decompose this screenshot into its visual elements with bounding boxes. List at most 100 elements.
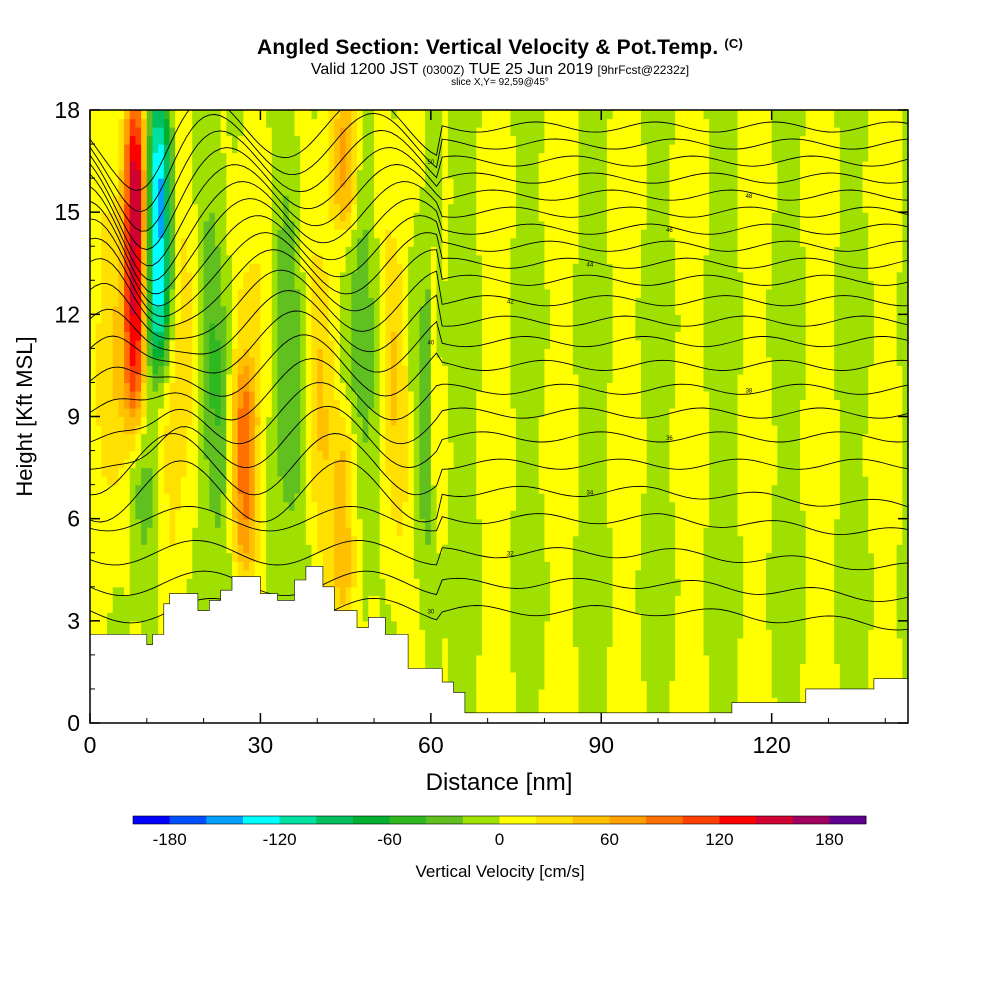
field-cell — [197, 459, 205, 469]
field-cell — [118, 356, 125, 367]
field-cell — [436, 407, 443, 418]
field-cell — [152, 561, 159, 571]
field-cell — [135, 152, 142, 162]
field-cell — [152, 595, 159, 605]
field-cell — [391, 237, 398, 247]
field-cell — [243, 484, 250, 494]
field-cell — [442, 348, 449, 358]
field-cell — [118, 127, 125, 137]
field-cell — [447, 637, 455, 647]
field-cell — [368, 561, 375, 571]
field-cell — [470, 169, 477, 179]
field-cell — [101, 535, 108, 545]
field-cell — [209, 373, 216, 384]
field-cell — [101, 578, 108, 588]
field-cell — [220, 237, 227, 247]
field-cell — [243, 229, 250, 239]
field-cell — [237, 305, 244, 315]
field-cell — [112, 365, 119, 375]
field-cell — [237, 407, 244, 418]
field-cell — [220, 552, 227, 562]
field-cell — [129, 229, 137, 239]
field-cell — [374, 161, 381, 171]
field-cell — [266, 561, 273, 571]
field-cell — [476, 663, 483, 673]
field-cell — [339, 297, 347, 307]
field-cell — [356, 127, 364, 137]
field-cell — [374, 407, 381, 418]
field-cell — [300, 493, 307, 503]
field-cell — [141, 612, 148, 622]
field-cell — [385, 476, 392, 486]
field-cell — [101, 518, 108, 528]
field-cell — [374, 365, 381, 375]
field-cell — [374, 586, 381, 596]
field-cell — [169, 152, 176, 162]
field-cell — [186, 237, 193, 247]
field-cell — [90, 365, 97, 375]
field-cell — [232, 305, 239, 315]
field-cell — [277, 535, 284, 545]
field-cell — [459, 629, 466, 639]
field-cell — [243, 152, 250, 162]
field-cell — [249, 195, 256, 205]
field-cell — [470, 135, 477, 145]
field-cell — [135, 305, 142, 315]
field-cell — [124, 450, 131, 460]
field-cell — [266, 144, 273, 154]
field-cell — [169, 382, 176, 392]
field-cell — [101, 586, 108, 596]
field-cell — [107, 629, 114, 639]
field-cell — [146, 356, 154, 367]
field-cell — [447, 663, 455, 673]
field-cell — [317, 484, 324, 494]
field-cell — [351, 365, 358, 375]
field-cell — [254, 246, 262, 256]
field-cell — [118, 459, 125, 469]
field-cell — [249, 416, 256, 426]
field-cell — [368, 161, 375, 171]
field-cell — [95, 561, 102, 571]
field-cell — [419, 271, 426, 281]
field-cell — [277, 552, 284, 562]
field-cell — [129, 144, 137, 154]
field-cell — [334, 476, 341, 486]
field-cell — [107, 561, 114, 571]
field-cell — [356, 144, 364, 154]
field-cell — [203, 305, 210, 315]
field-cell — [288, 356, 296, 367]
field-cell — [413, 527, 421, 537]
field-cell — [464, 118, 472, 128]
field-cell — [112, 110, 119, 120]
field-cell — [368, 331, 375, 341]
field-cell — [300, 373, 307, 384]
field-cell — [175, 569, 182, 579]
field-cell — [277, 442, 284, 452]
field-cell — [339, 365, 347, 375]
field-cell — [232, 314, 239, 324]
field-cell — [209, 510, 216, 520]
field-cell — [305, 305, 313, 315]
field-cell — [192, 518, 199, 528]
field-cell — [300, 246, 307, 256]
field-cell — [141, 322, 148, 332]
field-cell — [180, 586, 188, 596]
field-cell — [141, 510, 148, 520]
field-cell — [288, 195, 296, 205]
field-cell — [226, 569, 233, 579]
field-cell — [430, 127, 438, 137]
field-cell — [220, 263, 227, 273]
field-cell — [311, 110, 318, 120]
field-cell — [271, 586, 279, 596]
field-cell — [260, 442, 267, 452]
field-cell — [192, 297, 199, 307]
field-cell — [300, 365, 307, 375]
field-cell — [283, 510, 290, 520]
field-cell — [328, 305, 335, 315]
field-cell — [209, 467, 216, 477]
field-cell — [158, 288, 165, 298]
field-cell — [237, 212, 244, 222]
field-cell — [425, 586, 432, 596]
field-cell — [379, 484, 386, 494]
field-cell — [300, 390, 307, 401]
